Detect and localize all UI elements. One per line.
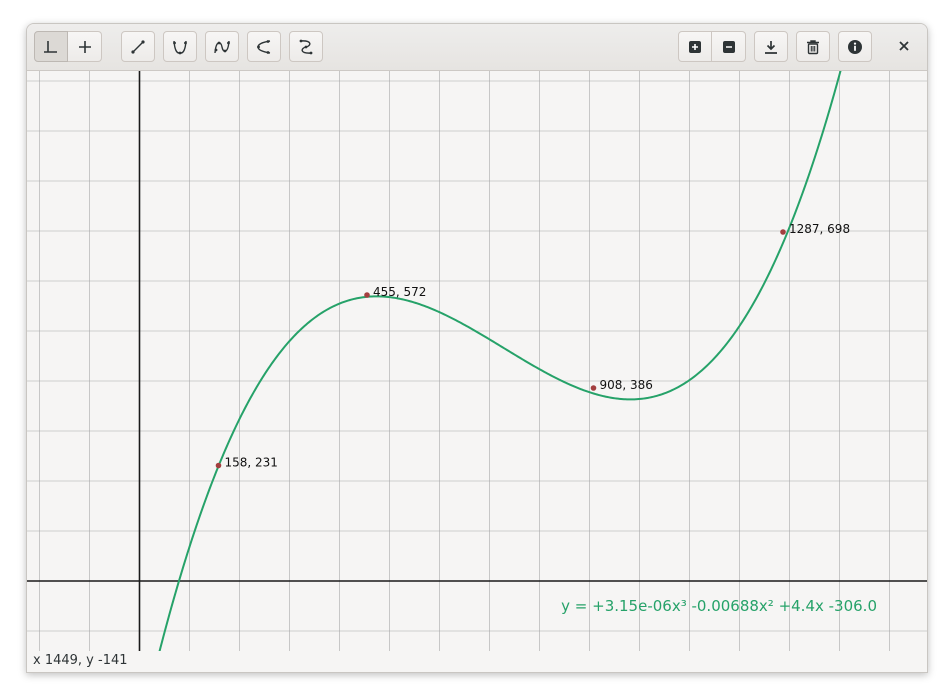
coordinate-axes — [27, 71, 927, 651]
add-point-button[interactable] — [68, 31, 102, 62]
grid-lines — [27, 71, 927, 651]
plus-icon — [77, 39, 93, 55]
data-point-marker[interactable] — [590, 385, 597, 391]
data-point-marker[interactable] — [780, 229, 786, 235]
data-point-label: 1287, 698 — [789, 222, 850, 236]
download-icon — [763, 39, 779, 55]
axes-icon — [43, 39, 59, 55]
fitted-curve — [158, 71, 842, 651]
cubic-fit-button[interactable] — [205, 31, 239, 62]
s-curve-icon — [297, 38, 315, 56]
zoom-out-icon — [722, 40, 736, 54]
data-points: 158, 231 455, 572 908, 386 1287, 698 — [215, 222, 850, 470]
linear-fit-button[interactable] — [121, 31, 155, 62]
data-point-marker[interactable] — [215, 462, 222, 469]
data-point[interactable]: 455, 572 — [364, 285, 426, 299]
data-point[interactable]: 158, 231 — [215, 456, 278, 470]
zoom-in-icon — [688, 40, 702, 54]
data-point[interactable]: 1287, 698 — [780, 222, 850, 236]
data-point-marker[interactable] — [364, 292, 370, 298]
trash-icon — [805, 39, 821, 55]
zoom-in-button[interactable] — [678, 31, 712, 62]
axes-mode-button[interactable] — [34, 31, 68, 62]
info-icon — [847, 39, 863, 55]
app-window: 158, 231 455, 572 908, 386 1287, 698 y = +3… — [26, 23, 928, 673]
close-button[interactable] — [887, 31, 921, 62]
info-button[interactable] — [838, 31, 872, 62]
cubic-curve-icon — [213, 38, 231, 56]
delete-button[interactable] — [796, 31, 830, 62]
download-button[interactable] — [754, 31, 788, 62]
quadratic-fit-button[interactable] — [163, 31, 197, 62]
sideways-fit-button[interactable] — [247, 31, 281, 62]
close-icon — [898, 37, 910, 56]
s-curve-fit-button[interactable] — [289, 31, 323, 62]
linear-curve-icon — [129, 38, 147, 56]
header-bar — [27, 24, 927, 71]
sideways-curve-icon — [255, 38, 273, 56]
zoom-out-button[interactable] — [712, 31, 746, 62]
parabola-curve-icon — [171, 38, 189, 56]
data-point-label: 908, 386 — [600, 378, 653, 392]
data-point-label: 158, 231 — [225, 456, 278, 470]
plot-canvas[interactable]: 158, 231 455, 572 908, 386 1287, 698 y = +3… — [27, 71, 927, 651]
data-point-label: 455, 572 — [373, 285, 426, 299]
data-point[interactable]: 908, 386 — [590, 378, 653, 392]
equation-label: y = +3.15e-06x³ -0.00688x² +4.4x -306.0 — [561, 597, 877, 615]
cursor-position-readout: x 1449, y -141 — [33, 653, 128, 668]
